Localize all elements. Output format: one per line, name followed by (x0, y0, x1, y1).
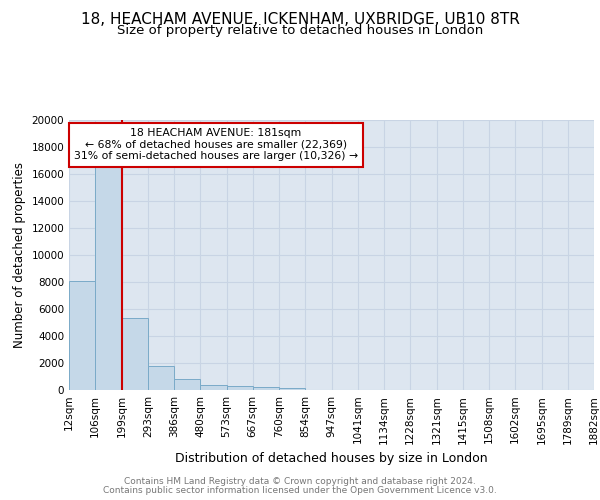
Text: Size of property relative to detached houses in London: Size of property relative to detached ho… (117, 24, 483, 37)
Bar (200, 386, 227, 390)
Bar (69, 280, 95, 390)
Text: 18 HEACHAM AVENUE: 181sqm
← 68% of detached houses are smaller (22,369)
31% of s: 18 HEACHAM AVENUE: 181sqm ← 68% of detac… (74, 128, 358, 162)
Y-axis label: Number of detached properties: Number of detached properties (13, 162, 26, 348)
X-axis label: Distribution of detached houses by size in London: Distribution of detached houses by size … (175, 452, 488, 465)
Text: Contains public sector information licensed under the Open Government Licence v3: Contains public sector information licen… (103, 486, 497, 495)
Bar (174, 379, 200, 390)
Text: 18, HEACHAM AVENUE, ICKENHAM, UXBRIDGE, UB10 8TR: 18, HEACHAM AVENUE, ICKENHAM, UXBRIDGE, … (80, 12, 520, 28)
Bar (121, 318, 148, 390)
Bar (148, 366, 174, 390)
Bar (227, 386, 253, 390)
Bar (253, 387, 279, 390)
Bar (279, 388, 305, 390)
Text: Contains HM Land Registry data © Crown copyright and database right 2024.: Contains HM Land Registry data © Crown c… (124, 477, 476, 486)
Bar (95, 167, 121, 390)
